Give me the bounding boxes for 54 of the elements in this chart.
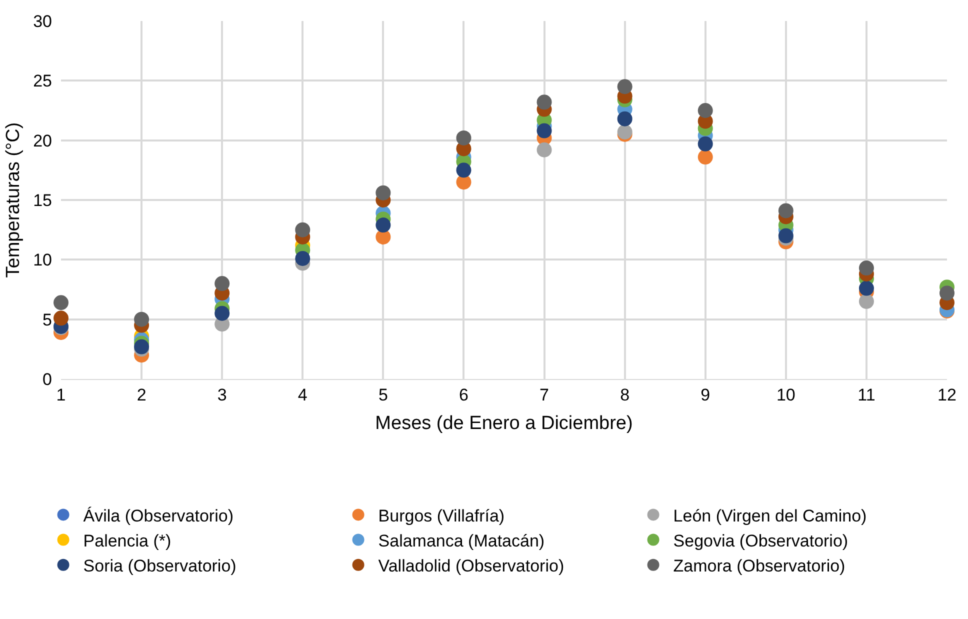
y-tick-label: 5 bbox=[42, 310, 52, 330]
y-tick-label: 10 bbox=[33, 250, 52, 270]
point bbox=[295, 222, 310, 238]
x-tick-label: 6 bbox=[458, 385, 468, 404]
legend-label: León (Virgen del Camino) bbox=[673, 506, 867, 526]
legend-label: Valladolid (Observatorio) bbox=[378, 556, 564, 576]
point bbox=[536, 94, 552, 110]
legend-label: Salamanca (Matacán) bbox=[378, 531, 545, 550]
point bbox=[54, 310, 68, 326]
point bbox=[858, 280, 874, 296]
point bbox=[858, 294, 874, 309]
legend-label: Zamora (Observatorio) bbox=[673, 556, 846, 576]
legend-label: Soria (Observatorio) bbox=[83, 556, 236, 576]
point bbox=[456, 130, 472, 146]
point bbox=[295, 250, 310, 266]
legend-label: Palencia (*) bbox=[83, 531, 172, 550]
point bbox=[617, 79, 632, 94]
legend-label: Burgos (Villafría) bbox=[378, 506, 505, 526]
y-axis-title: Temperaturas (°C) bbox=[2, 122, 24, 278]
y-tick-label: 0 bbox=[42, 370, 52, 389]
legend-label: Ávila (Observatorio) bbox=[83, 506, 234, 526]
point bbox=[858, 260, 874, 276]
point bbox=[617, 111, 632, 126]
point bbox=[376, 218, 391, 233]
y-tick-label: 15 bbox=[33, 190, 52, 210]
x-tick-label: 3 bbox=[217, 385, 227, 404]
point bbox=[778, 203, 794, 218]
x-tick-label: 8 bbox=[620, 385, 630, 404]
point bbox=[536, 142, 552, 158]
x-axis-title: Meses (de Enero a Diciembre) bbox=[375, 413, 633, 434]
point bbox=[456, 162, 472, 178]
point bbox=[698, 150, 713, 165]
point bbox=[54, 295, 68, 310]
x-tick-label: 5 bbox=[378, 385, 388, 404]
point bbox=[376, 185, 391, 200]
point bbox=[214, 306, 230, 321]
point bbox=[698, 103, 713, 118]
point bbox=[940, 286, 954, 301]
y-tick-label: 25 bbox=[33, 72, 52, 91]
x-tick-label: 10 bbox=[776, 385, 796, 404]
point bbox=[134, 312, 150, 327]
x-tick-label: 2 bbox=[136, 385, 146, 404]
y-tick-label: 30 bbox=[33, 12, 52, 31]
legend-label: Segovia (Observatorio) bbox=[673, 531, 848, 550]
point bbox=[214, 276, 230, 292]
x-tick-label: 12 bbox=[938, 385, 956, 404]
x-tick-label: 1 bbox=[56, 385, 66, 404]
point bbox=[536, 123, 552, 138]
y-tick-label: 20 bbox=[33, 131, 52, 150]
x-tick-label: 9 bbox=[700, 385, 710, 404]
x-tick-label: 4 bbox=[298, 385, 308, 404]
x-tick-label: 11 bbox=[858, 385, 876, 404]
x-tick-label: 7 bbox=[540, 385, 550, 404]
point bbox=[698, 136, 713, 152]
